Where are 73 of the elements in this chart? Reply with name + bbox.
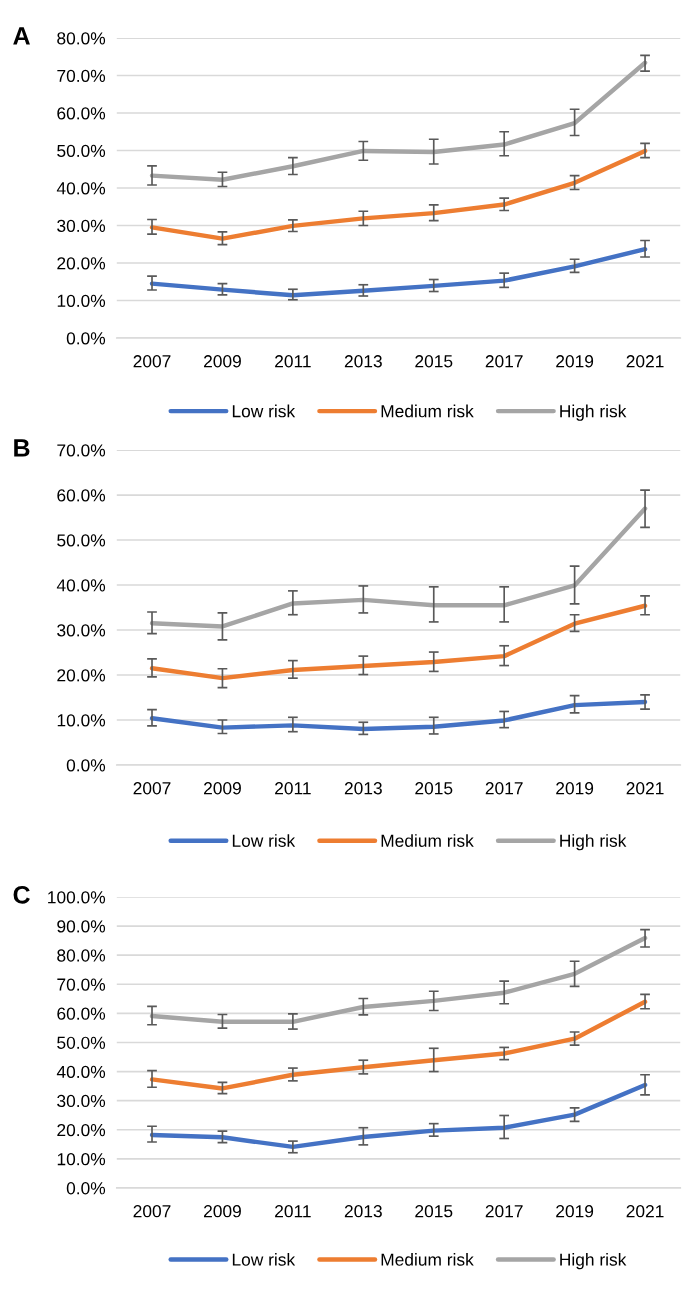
x-tick-label: 2009 (204, 1205, 241, 1218)
x-tick-label: 2011 (275, 355, 311, 368)
line-series (149, 148, 648, 241)
y-tick-label: 80.0% (57, 32, 106, 45)
line-series (149, 935, 648, 1025)
x-tick-label: 2019 (556, 782, 594, 795)
x-tick-label: 2007 (133, 355, 171, 368)
x-tick-label: 2009 (204, 782, 241, 795)
y-tick-label: 40.0% (56, 579, 106, 592)
x-tick-label: 2017 (485, 1205, 523, 1218)
y-tick-label: 30.0% (57, 219, 106, 232)
x-tick-label: 2017 (485, 782, 523, 795)
y-tick-label: 10.0% (57, 1153, 106, 1166)
y-tick-label: 30.0% (57, 1094, 106, 1108)
x-tick-label: 2021 (626, 782, 664, 795)
x-tick-label: 2013 (344, 355, 382, 368)
y-tick-label: 40.0% (56, 182, 106, 195)
y-tick-label: 70.0% (57, 69, 106, 82)
y-tick-label: 0.0% (66, 332, 106, 345)
x-tick-label: 2019 (556, 1205, 594, 1218)
legend-label: Low risk (232, 404, 296, 418)
y-tick-label: 60.0% (57, 1007, 106, 1020)
legend-label: Medium risk (381, 834, 474, 847)
x-tick-label: 2011 (275, 782, 311, 795)
legend-label: Medium risk (381, 1253, 474, 1266)
y-tick-label: 50.0% (57, 144, 106, 157)
x-tick-label: 2015 (415, 782, 453, 795)
y-tick-label: 70.0% (57, 978, 106, 991)
x-tick-label: 2011 (275, 1205, 311, 1218)
y-tick-label: 10.0% (57, 294, 106, 307)
y-tick-label: 40.0% (56, 1065, 106, 1079)
x-tick-label: 2007 (133, 1205, 171, 1218)
chart-title: C (13, 885, 30, 904)
x-tick-label: 2007 (133, 782, 171, 795)
chart-title: B (14, 439, 30, 457)
y-tick-label: 20.0% (57, 1123, 106, 1137)
y-tick-label: 20.0% (57, 257, 106, 270)
line-series (149, 60, 648, 182)
x-tick-label: 2021 (626, 1205, 664, 1218)
line-series (149, 246, 648, 298)
x-tick-label: 2013 (344, 782, 382, 795)
legend-label: Low risk (232, 1253, 296, 1266)
line-series (149, 506, 648, 629)
x-tick-label: 2017 (485, 355, 523, 368)
legend-label: High risk (560, 1253, 627, 1270)
line-series (149, 603, 648, 681)
y-tick-label: 0.0% (66, 759, 106, 772)
y-tick-label: 20.0% (57, 669, 106, 682)
line-series (149, 1082, 648, 1150)
x-tick-label: 2015 (415, 355, 453, 368)
legend-label: High risk (560, 834, 627, 851)
chart-title: A (13, 27, 30, 45)
y-tick-label: 60.0% (57, 107, 106, 120)
y-tick-label: 50.0% (57, 1036, 106, 1049)
x-tick-label: 2013 (344, 1205, 382, 1218)
y-tick-label: 30.0% (57, 624, 106, 637)
x-tick-label: 2009 (204, 355, 241, 368)
y-tick-label: 10.0% (57, 714, 106, 727)
y-tick-label: 90.0% (57, 920, 106, 933)
y-tick-label: 100.0% (48, 891, 106, 904)
y-tick-label: 50.0% (57, 534, 106, 547)
y-tick-label: 60.0% (57, 489, 106, 502)
x-tick-label: 2019 (556, 355, 594, 368)
legend-label: Medium risk (381, 404, 474, 418)
legend-label: High risk (560, 404, 627, 421)
y-tick-label: 70.0% (57, 444, 106, 457)
y-tick-label: 0.0% (66, 1182, 106, 1195)
x-tick-label: 2021 (626, 355, 664, 368)
y-tick-label: 80.0% (57, 949, 106, 962)
line-series (149, 999, 648, 1091)
legend-label: Low risk (232, 834, 296, 847)
x-tick-label: 2015 (415, 1205, 453, 1218)
line-series (149, 699, 648, 732)
